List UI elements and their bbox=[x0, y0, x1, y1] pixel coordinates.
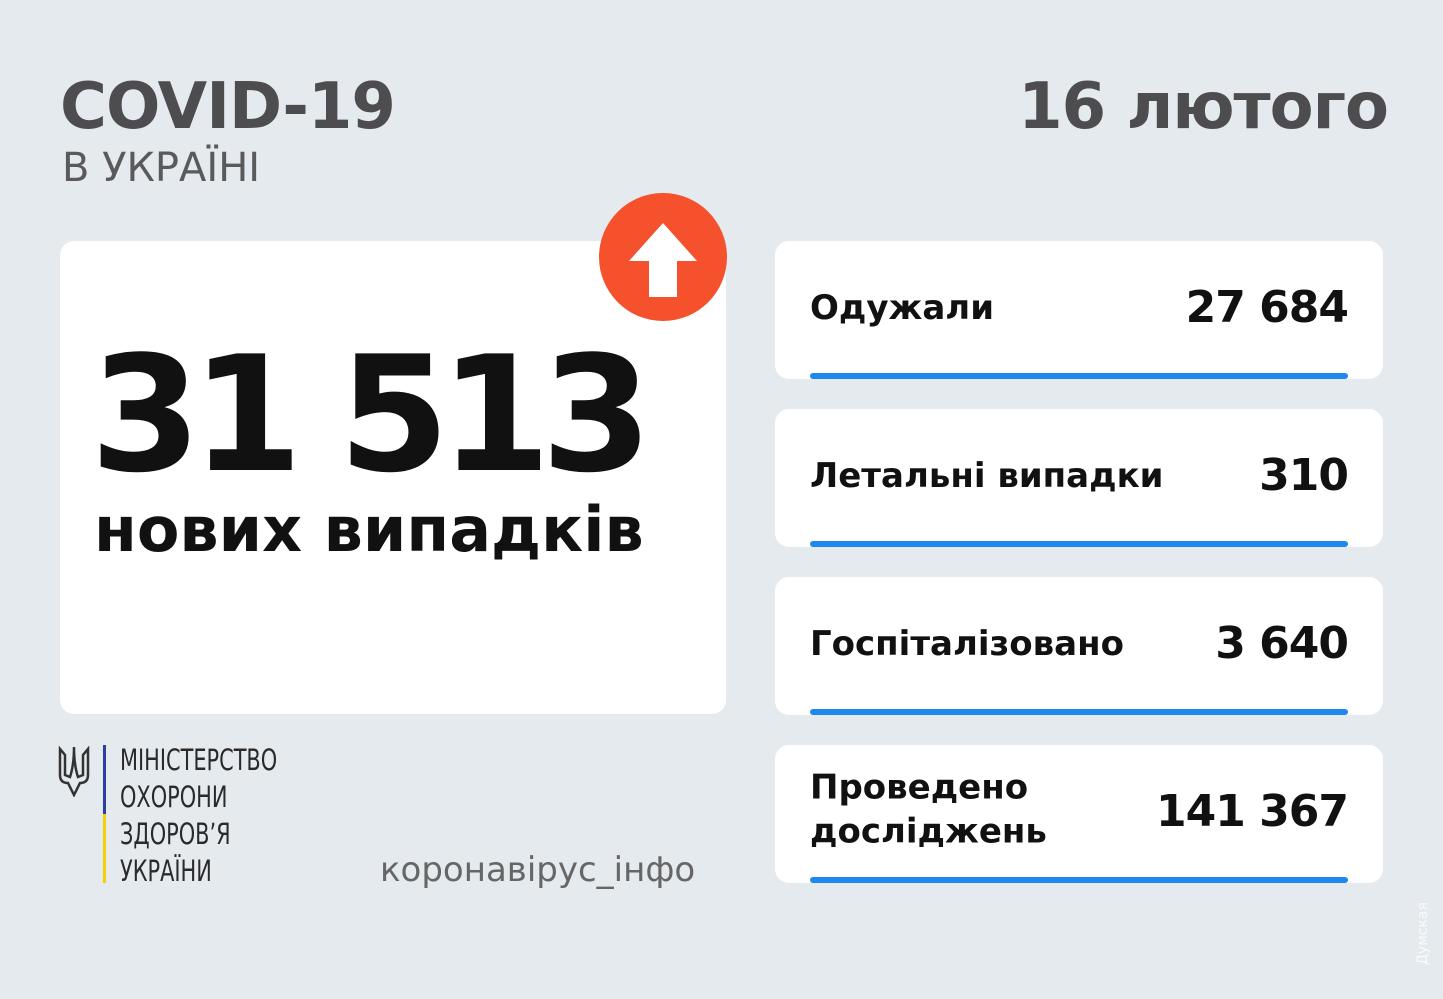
stat-label: Одужали bbox=[810, 287, 995, 328]
stat-label: Госпіталізовано bbox=[810, 623, 1124, 664]
ministry-line: ЗДОРОВ’Я bbox=[120, 817, 231, 851]
ministry-line: МІНІСТЕРСТВО bbox=[120, 743, 278, 777]
stat-bar bbox=[810, 541, 1348, 547]
new-cases-card: 31 513 нових випадків bbox=[60, 241, 726, 714]
stat-value: 310 bbox=[1259, 449, 1349, 501]
stat-bar bbox=[810, 877, 1348, 883]
new-cases-value: 31 513 bbox=[90, 321, 652, 508]
stat-hospitalized: Госпіталізовано 3 640 bbox=[775, 577, 1383, 715]
stat-tests: Проведено досліджень 141 367 bbox=[775, 745, 1383, 883]
watermark: Думская bbox=[1415, 902, 1431, 965]
stat-bar bbox=[810, 373, 1348, 379]
stat-recovered: Одужали 27 684 bbox=[775, 241, 1383, 379]
hashtag: коронавірус_інфо bbox=[380, 850, 696, 890]
arrow-up-icon bbox=[599, 193, 727, 321]
flag-divider bbox=[103, 745, 106, 883]
stat-deaths: Летальні випадки 310 bbox=[775, 409, 1383, 547]
stat-bar bbox=[810, 709, 1348, 715]
stat-value: 3 640 bbox=[1215, 617, 1349, 669]
new-cases-label: нових випадків bbox=[94, 493, 644, 566]
stat-label: Проведено досліджень bbox=[810, 767, 1047, 852]
date: 16 лютого bbox=[1018, 70, 1389, 144]
page-subtitle: В УКРАЇНІ bbox=[62, 145, 261, 191]
page-title: COVID-19 bbox=[60, 70, 396, 144]
stat-value: 141 367 bbox=[1155, 785, 1349, 837]
ministry-line: ОХОРОНИ bbox=[120, 780, 228, 814]
stat-label: Летальні випадки bbox=[810, 455, 1164, 496]
ministry-logo-text: МІНІСТЕРСТВО ОХОРОНИ ЗДОРОВ’Я УКРАЇНИ bbox=[120, 742, 277, 890]
trident-icon bbox=[58, 745, 90, 797]
ministry-line: УКРАЇНИ bbox=[120, 854, 212, 888]
stat-value: 27 684 bbox=[1185, 281, 1349, 333]
